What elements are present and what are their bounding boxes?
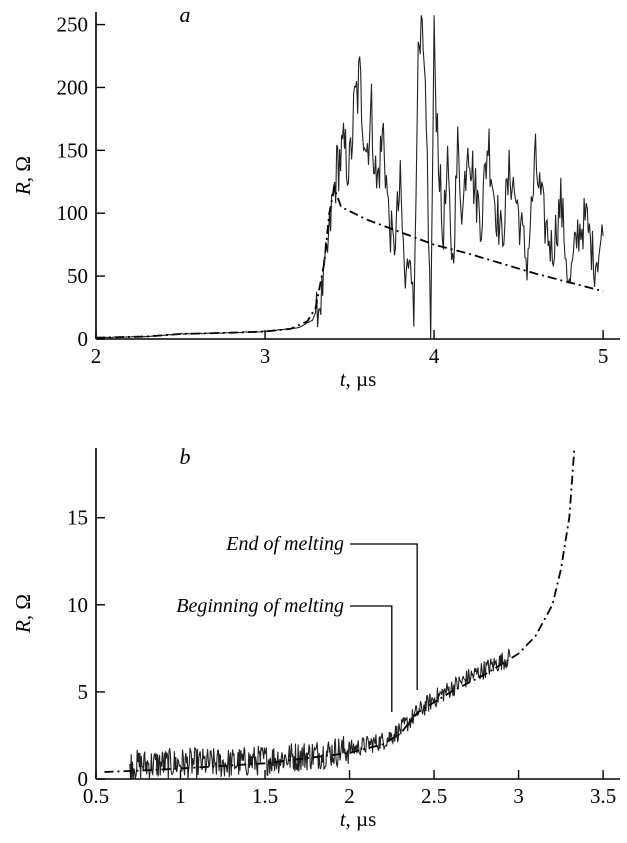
x-axis-variable: t xyxy=(340,807,347,831)
y-tick-label: 250 xyxy=(57,13,89,37)
y-tick-label: 0 xyxy=(78,327,89,351)
y-axis-title: R, Ω xyxy=(11,156,35,196)
annotation-label: End of melting xyxy=(225,533,344,555)
y-tick-label: 200 xyxy=(57,75,89,99)
x-tick-label: 4 xyxy=(429,344,440,368)
y-tick-label: 100 xyxy=(57,201,89,225)
y-axis-unit: , Ω xyxy=(11,594,35,620)
y-tick-label: 150 xyxy=(57,138,89,162)
y-tick-label: 10 xyxy=(67,593,88,617)
x-axis-title: t, µs xyxy=(340,367,377,391)
y-tick-label: 15 xyxy=(67,506,88,530)
annotation-leader xyxy=(350,605,393,712)
x-tick-label: 2 xyxy=(91,344,102,368)
y-tick-label: 50 xyxy=(67,264,88,288)
annotation-leader xyxy=(350,543,418,690)
x-tick-label: 2 xyxy=(344,784,355,808)
annotation-label: Beginning of melting xyxy=(176,595,344,617)
panel-letter: b xyxy=(180,444,191,469)
x-tick-label: 2.5 xyxy=(421,784,447,808)
x-tick-label: 1.5 xyxy=(252,784,278,808)
y-axis-variable: R xyxy=(11,182,35,196)
panel-letter: a xyxy=(180,2,191,27)
y-tick-label: 0 xyxy=(78,767,89,791)
x-tick-label: 3 xyxy=(513,784,524,808)
x-tick-label: 1 xyxy=(175,784,186,808)
x-tick-label: 3.5 xyxy=(590,784,616,808)
series-model xyxy=(104,447,576,773)
y-axis-title: R, Ω xyxy=(11,594,35,634)
x-tick-label: 5 xyxy=(598,344,609,368)
x-axis-variable: t xyxy=(340,367,347,391)
y-axis-variable: R xyxy=(11,620,35,634)
panel-b: 0.5 1 1.5 2 2.5 3 3.5 0 5 10 15 t, µs R, Ω b End of me… xyxy=(11,444,620,831)
series-measured xyxy=(129,648,511,780)
y-axis-unit: , Ω xyxy=(11,156,35,182)
y-tick-label: 5 xyxy=(78,680,89,704)
series-measured xyxy=(95,15,604,340)
x-tick-label: 0.5 xyxy=(83,784,109,808)
x-axis-unit: , µs xyxy=(346,367,377,391)
series-model xyxy=(95,184,604,339)
x-tick-label: 3 xyxy=(260,344,271,368)
x-axis-title: t, µs xyxy=(340,807,377,831)
x-axis-unit: , µs xyxy=(346,807,377,831)
